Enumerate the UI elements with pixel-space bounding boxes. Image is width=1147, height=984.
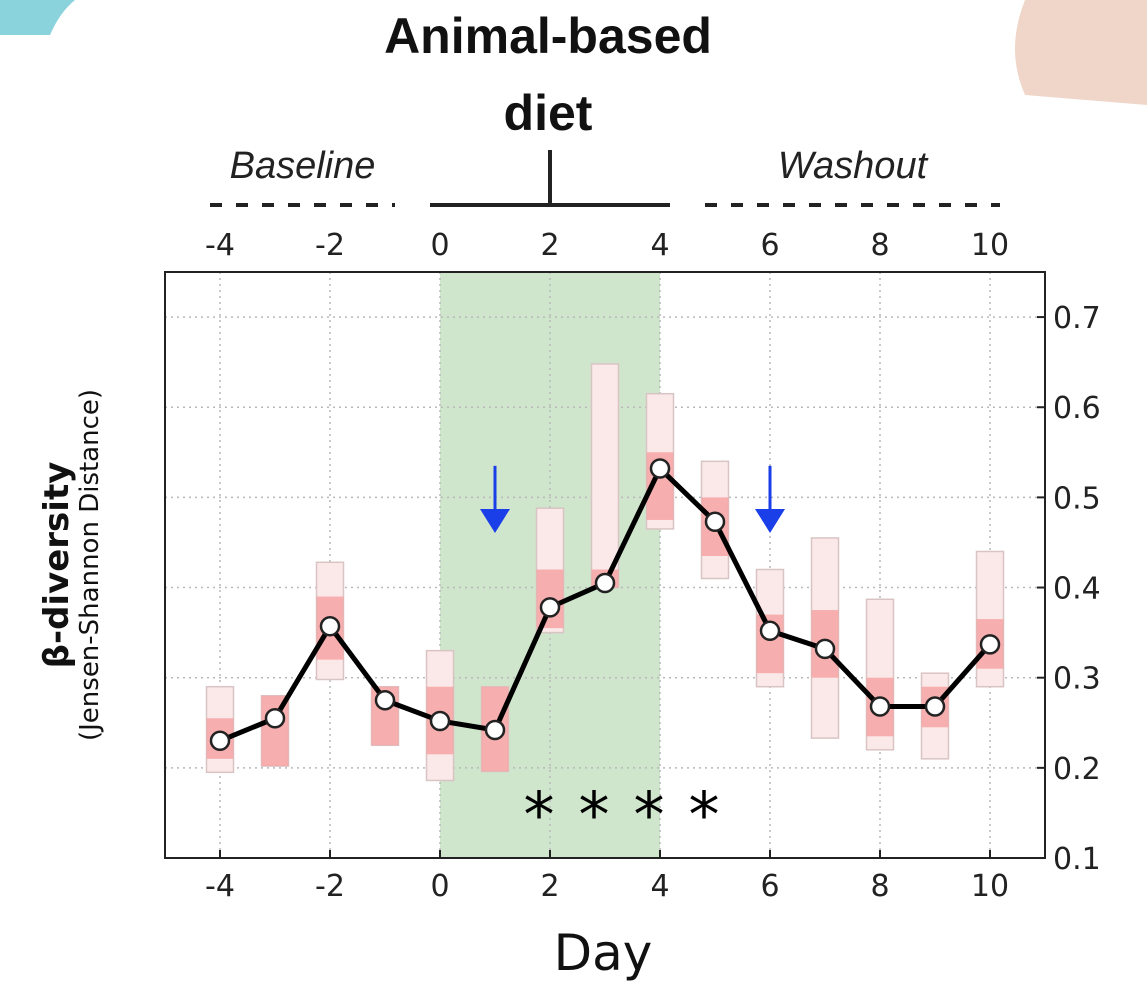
y-axis-label-group: β-diversity (Jensen-Shannon Distance) xyxy=(37,389,105,741)
marker-arrow-head xyxy=(755,508,785,533)
x-tick-label: -2 xyxy=(315,869,345,904)
y-tick-label: 0.7 xyxy=(1053,301,1101,336)
data-point xyxy=(979,634,1001,655)
top-tick-label: 2 xyxy=(540,228,559,263)
x-tick-label: 4 xyxy=(650,869,669,904)
data-point xyxy=(649,458,671,479)
phase-annotations: Baseline Washout xyxy=(210,145,1000,207)
x-tick-label: 0 xyxy=(430,869,449,904)
data-point xyxy=(759,620,781,642)
phase-label: Washout xyxy=(778,145,929,187)
significance-asterisk: * xyxy=(579,778,610,851)
data-point xyxy=(209,730,231,752)
x-tick-label: 2 xyxy=(540,869,559,904)
chart-title-line1: Animal-based xyxy=(384,8,712,64)
top-tick-label: 8 xyxy=(870,228,889,263)
y-tick-label: 0.2 xyxy=(1053,752,1101,787)
plot-frame xyxy=(164,271,1046,859)
data-point xyxy=(594,572,616,594)
y-tick-label: 0.3 xyxy=(1053,662,1101,697)
x-tick-label: -4 xyxy=(205,869,235,904)
top-tick-label: 10 xyxy=(971,228,1009,263)
chart-title-line2: diet xyxy=(504,85,593,141)
top-tick-label: 4 xyxy=(650,228,669,263)
significance-asterisk: * xyxy=(524,778,555,851)
right-decoration xyxy=(1015,0,1147,105)
top-tick-label: 6 xyxy=(760,228,779,263)
data-point xyxy=(539,597,561,618)
plot-area: * * * * -4 -2 0 2 4 6 8 10 0.1 0.2 0.3 0.4 0.5 0.6 0.7 xyxy=(164,271,1101,904)
data-point xyxy=(264,708,286,729)
x-tick-label: 6 xyxy=(760,869,779,904)
y-tick-label: 0.1 xyxy=(1053,842,1101,877)
top-tick-label: 0 xyxy=(430,228,449,263)
data-point xyxy=(924,696,946,717)
x-tick-label: 8 xyxy=(870,869,889,904)
data-point xyxy=(484,719,506,741)
x-axis-label: Day xyxy=(554,924,653,982)
data-point xyxy=(704,511,726,532)
left-decoration xyxy=(0,0,75,35)
range-box-outer xyxy=(590,363,620,589)
data-point xyxy=(869,696,891,717)
y-axis-label: β-diversity xyxy=(37,462,77,669)
y-tick-label: 0.5 xyxy=(1053,481,1101,516)
y-tick-label: 0.6 xyxy=(1053,391,1101,426)
phase-label: Baseline xyxy=(230,145,376,187)
top-axis-ticks: -4 -2 0 2 4 6 8 10 xyxy=(205,228,1009,263)
significance-asterisk: * xyxy=(689,778,720,851)
data-point xyxy=(429,710,451,732)
data-point xyxy=(374,689,396,711)
significance-asterisk: * xyxy=(634,778,665,851)
y-tick-label: 0.4 xyxy=(1053,572,1101,607)
top-tick-label: -2 xyxy=(315,228,345,263)
x-tick-label: 10 xyxy=(971,869,1009,904)
data-point xyxy=(814,638,836,660)
data-point xyxy=(319,616,341,637)
y-axis-sublabel: (Jensen-Shannon Distance) xyxy=(75,389,105,741)
marker-arrow-head xyxy=(480,508,510,533)
top-tick-label: -4 xyxy=(205,228,235,263)
